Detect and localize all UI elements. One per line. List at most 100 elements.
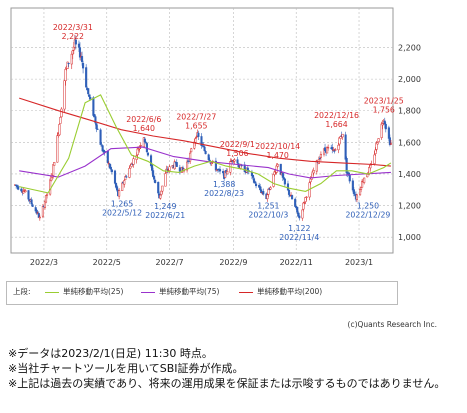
candle-body	[294, 198, 297, 207]
candle-body	[161, 185, 164, 192]
candle-body	[389, 143, 392, 145]
candle-body	[24, 190, 27, 193]
legend-label-ma25: 単純移動平均(25)	[63, 287, 124, 296]
candle-body	[374, 149, 377, 154]
candle-body	[384, 123, 387, 130]
candle-body	[56, 135, 59, 163]
candle-body	[315, 160, 318, 172]
candle-body	[203, 146, 206, 152]
candle-body	[96, 128, 99, 130]
candle-body	[344, 134, 347, 160]
legend: 上段: 単純移動平均(25) 単純移動平均(75) 単純移動平均(200)	[6, 281, 398, 305]
candle-body	[226, 171, 229, 175]
candle-body	[160, 190, 163, 195]
candle-body	[302, 202, 305, 210]
annotation-date: 2022/7/27	[176, 113, 216, 122]
candle-body	[272, 173, 275, 187]
candle-body	[210, 162, 213, 165]
candle-body	[72, 46, 75, 51]
x-tick-label: 2022/3	[30, 258, 58, 267]
annotation-date: 2022/6/21	[145, 211, 185, 220]
candle-body	[89, 97, 92, 99]
candle-body	[304, 197, 307, 202]
candle-body	[125, 176, 128, 178]
candle-body	[197, 132, 200, 137]
candle-body	[136, 148, 139, 155]
candle-body	[27, 190, 30, 200]
y-tick-label: 1,800	[398, 107, 421, 116]
candle-body	[67, 62, 70, 65]
candle-body	[287, 189, 291, 195]
candle-body	[116, 186, 119, 191]
candle-body	[30, 199, 33, 205]
candle-body	[383, 120, 386, 125]
legend-label-ma200: 単純移動平均(200)	[257, 287, 323, 296]
candle-body	[149, 155, 153, 167]
candle-body	[49, 179, 52, 195]
candle-body	[59, 117, 62, 124]
candle-body	[262, 191, 265, 195]
candle-body	[275, 165, 278, 173]
candle-body	[276, 164, 279, 167]
candle-body	[87, 88, 90, 95]
y-tick-label: 1,400	[398, 170, 421, 179]
candle-body	[168, 166, 171, 171]
candle-body	[251, 175, 255, 178]
candle-body	[78, 47, 82, 58]
candle-body	[106, 150, 109, 164]
candle-body	[103, 150, 106, 153]
candle-body	[380, 123, 383, 138]
candle-body	[281, 172, 284, 178]
notes: ※データは2023/2/1(日足) 11:30 時点。 ※当社チャートツールを用…	[8, 346, 445, 391]
candle-body	[218, 169, 222, 172]
candle-body	[145, 143, 148, 153]
candle-body	[109, 166, 112, 170]
candle-body	[194, 138, 197, 143]
annotation-value: 1,265	[111, 199, 133, 208]
legend-swatch-ma200	[239, 292, 253, 293]
note-line: ※データは2023/2/1(日足) 11:30 時点。	[8, 347, 213, 360]
y-tick-label: 1,000	[398, 233, 421, 242]
annotation-date: 2022/11/4	[279, 233, 319, 242]
candle-body	[88, 94, 91, 97]
candle-body	[99, 129, 102, 145]
annotation-value: 1,251	[257, 202, 279, 211]
y-tick-label: 2,000	[398, 75, 421, 84]
annotation-value: 1,664	[325, 120, 347, 129]
candle-body	[189, 152, 192, 162]
candle-body	[154, 179, 157, 184]
candle-body	[363, 177, 366, 183]
x-tick-label: 2023/1	[345, 258, 373, 267]
candle-body	[327, 147, 330, 149]
candle-body	[113, 170, 117, 184]
candle-body	[259, 186, 262, 191]
candle-body	[236, 159, 239, 164]
candle-body	[305, 196, 308, 198]
annotation-value: 1,655	[185, 122, 207, 131]
candle-body	[348, 175, 351, 182]
candle-body	[45, 193, 49, 196]
candle-body	[74, 39, 77, 45]
candle-body	[80, 56, 84, 62]
candle-body	[175, 162, 178, 167]
candle-body	[200, 136, 203, 146]
candle-body	[351, 180, 354, 191]
candle-body	[118, 190, 121, 197]
annotation-date: 2022/10/14	[255, 142, 300, 151]
candle-body	[82, 63, 85, 69]
candle-body	[283, 178, 286, 185]
candle-body	[318, 158, 321, 160]
candle-body	[369, 164, 372, 169]
candle-body	[71, 50, 74, 55]
candle-body	[128, 168, 131, 178]
candle-body	[332, 149, 335, 151]
legend-swatch-ma25	[45, 292, 59, 293]
candle-body	[144, 141, 147, 143]
annotation-date: 2022/10/3	[248, 211, 288, 220]
candle-body	[95, 123, 98, 130]
candle-body	[151, 164, 154, 171]
legend-swatch-ma75	[141, 292, 155, 293]
candle-body	[373, 154, 376, 165]
candle-body	[43, 201, 47, 208]
candle-body	[301, 209, 304, 219]
